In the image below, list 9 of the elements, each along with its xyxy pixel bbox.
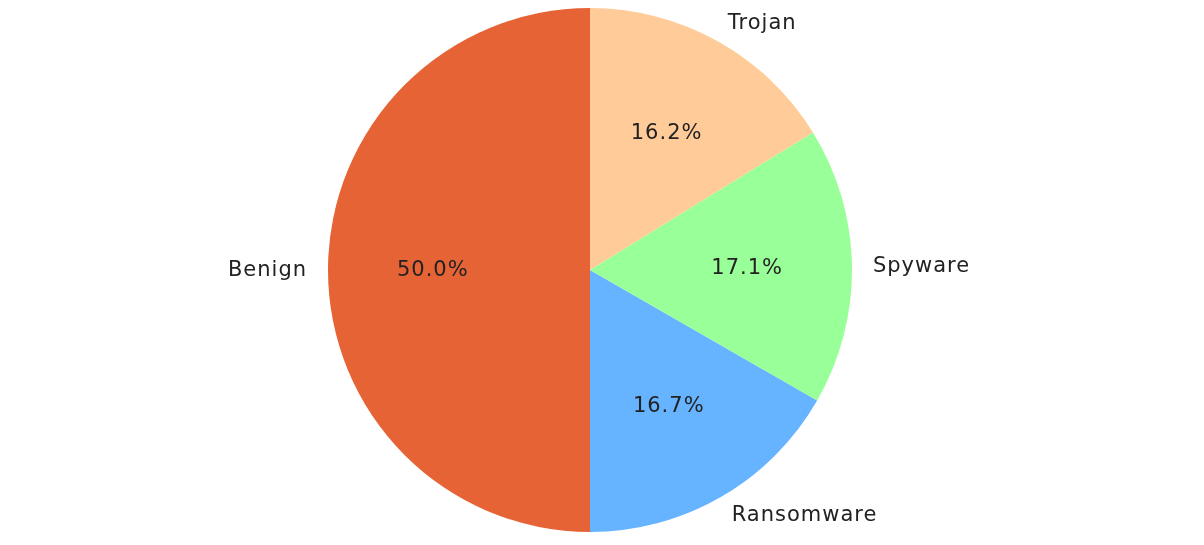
- data-label: 50.0%: [396, 257, 469, 281]
- slice-label: Ransomware: [731, 501, 878, 526]
- data-label: 16.2%: [630, 119, 703, 144]
- pie-slice: [328, 8, 590, 532]
- slice-label: Benign: [227, 257, 308, 281]
- data-label: 17.1%: [711, 254, 784, 279]
- slice-label: Spyware: [872, 252, 971, 277]
- slice-label: Trojan: [726, 9, 797, 34]
- data-label: 16.7%: [632, 393, 705, 418]
